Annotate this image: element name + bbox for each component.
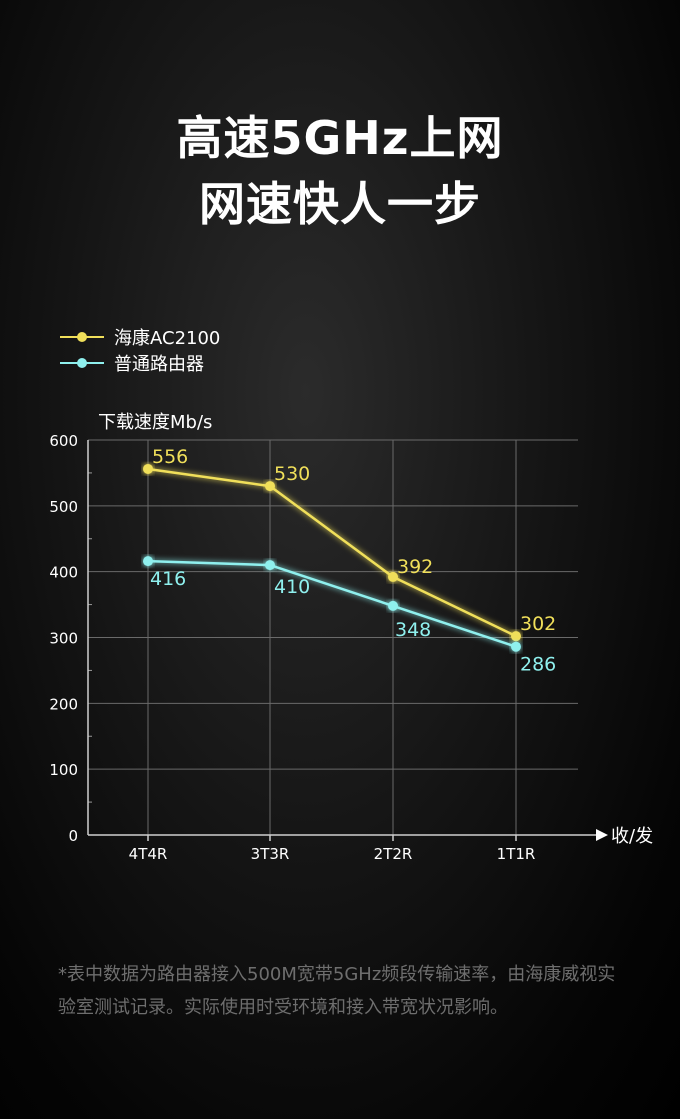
data-point [265,560,275,571]
speed-line-chart: 0 100 200 300 400 500 600 4T4R 3T3R 2T2R 1T1R 下载速度M… [49,412,653,863]
x-axis-title: 收/发 [611,826,653,847]
footnote: *表中数据为路由器接入500M宽带5GHz频段传输速率，由海康威视实验室测试记录… [58,964,616,1018]
y-tick-label: 600 [49,432,78,450]
y-tick-label: 300 [49,630,78,648]
data-point [388,571,398,582]
chart-legend: 海康AC2100 普通路由器 [60,324,220,376]
legend-swatch-hikvision [60,330,104,344]
headline-line-2: 网速快人一步 [199,177,481,231]
data-label: 416 [150,568,186,590]
y-tick-label: 100 [49,761,78,779]
x-axis-arrow [596,829,608,841]
data-label: 530 [274,463,310,485]
data-point [511,641,521,652]
legend-swatch-ordinary-router [60,356,104,370]
data-label: 410 [274,576,310,598]
y-tick-label: 500 [49,498,78,516]
legend-label-hikvision: 海康AC2100 [114,328,221,349]
x-tick-label: 2T2R [374,845,413,863]
y-tick-label: 0 [68,827,78,845]
data-point [143,556,153,567]
legend-label-ordinary-router: 普通路由器 [114,354,204,375]
data-label: 302 [520,613,556,635]
series-line [147,559,517,648]
data-point [511,631,521,642]
x-tick-label: 1T1R [497,845,536,863]
x-tick-label: 4T4R [129,845,168,863]
y-tick-label: 200 [49,695,78,713]
y-tick-label: 400 [49,564,78,582]
data-point [388,600,398,611]
data-label: 556 [152,446,188,468]
data-label: 348 [395,619,431,641]
data-point [265,481,275,492]
data-label: 392 [397,556,433,578]
legend-item-hikvision: 海康AC2100 [60,324,220,350]
legend-item-ordinary-router: 普通路由器 [60,350,220,376]
series-line [147,467,517,638]
headline-line-1: 高速5GHz上网 [176,111,504,165]
y-axis-title: 下载速度Mb/s [98,412,212,433]
data-point [143,463,153,474]
data-label: 286 [520,654,556,676]
x-tick-label: 3T3R [251,845,290,863]
